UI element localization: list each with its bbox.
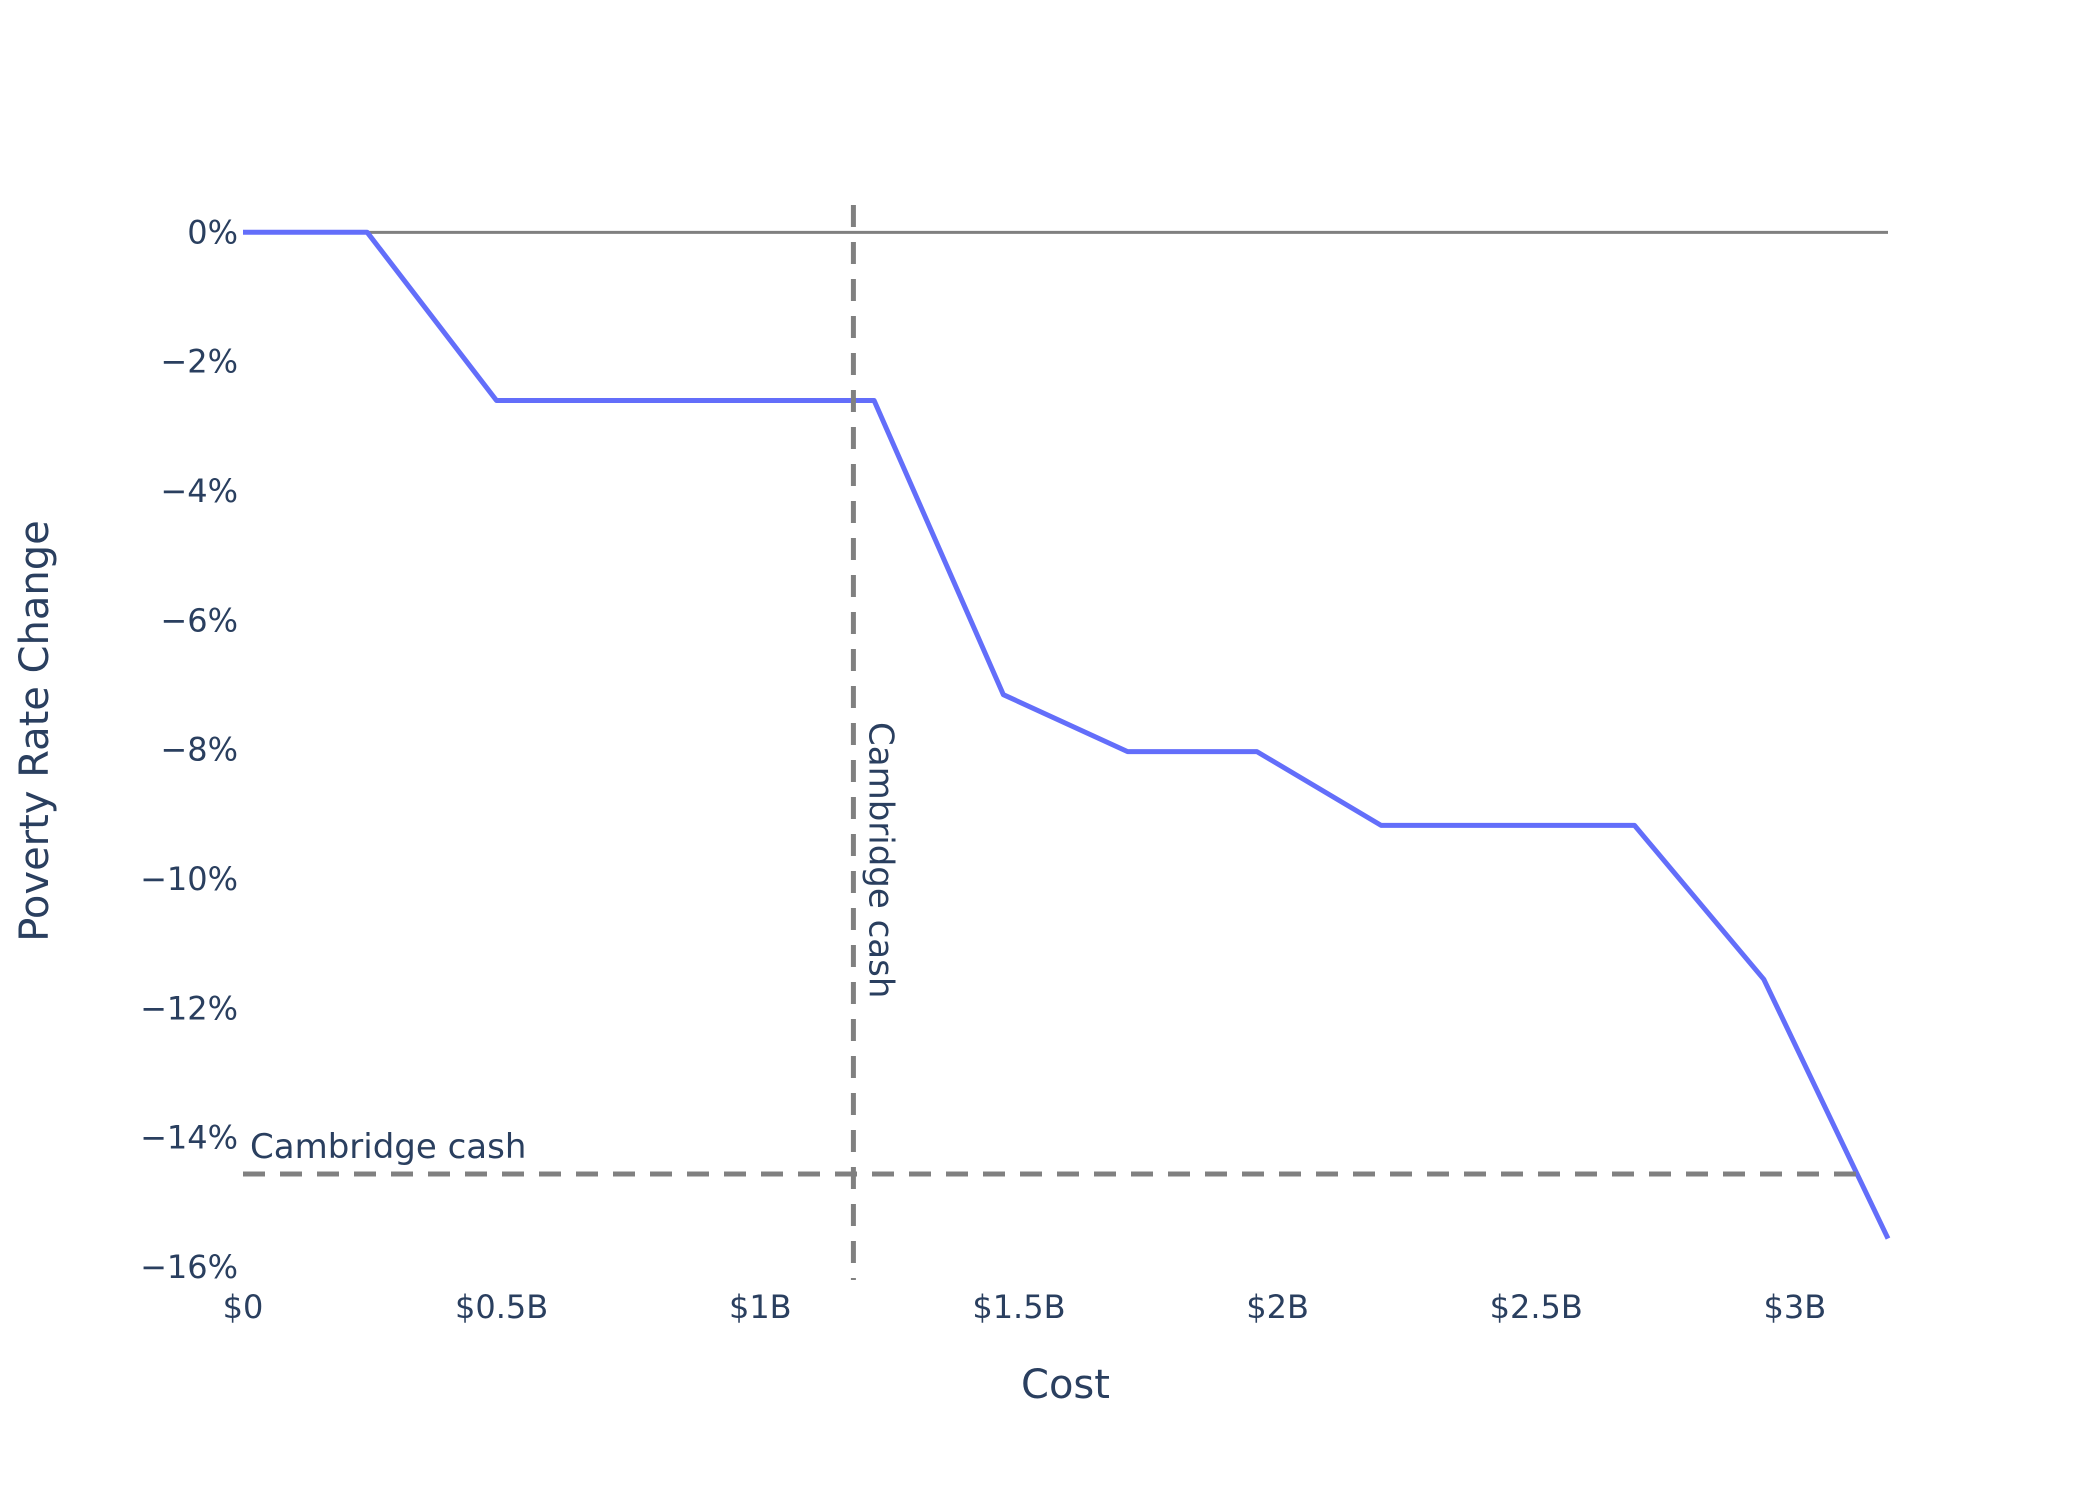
y-tick-label: −2% — [160, 343, 238, 381]
y-tick-label: 0% — [187, 213, 238, 251]
x-tick-label: $2B — [1246, 1288, 1309, 1326]
x-tick-label: $0 — [223, 1288, 264, 1326]
y-tick-label: −8% — [160, 731, 238, 769]
y-tick-label: −16% — [140, 1248, 238, 1286]
y-tick-label: −6% — [160, 601, 238, 639]
y-tick-label: −10% — [140, 860, 238, 898]
y-tick-label: −12% — [140, 989, 238, 1027]
horizontal-reference-label: Cambridge cash — [250, 1127, 526, 1167]
y-tick-label: −4% — [160, 472, 238, 510]
vertical-reference-label: Cambridge cash — [860, 722, 900, 998]
x-axis-ticks: $0 $0.5B $1B $1.5B $2B $2.5B $3B — [223, 1288, 1827, 1326]
y-axis-title: Poverty Rate Change — [12, 520, 58, 942]
series-layer — [243, 229, 1891, 1240]
x-axis-title: Cost — [1021, 1362, 1110, 1408]
x-tick-label: $3B — [1764, 1288, 1827, 1326]
x-tick-label: $1B — [729, 1288, 792, 1326]
x-tick-label: $2.5B — [1490, 1288, 1583, 1326]
y-axis-ticks: 0% −2% −4% −6% −8% −10% −12% −14% −16% — [140, 213, 238, 1286]
x-tick-label: $0.5B — [455, 1288, 548, 1326]
y-tick-label: −14% — [140, 1119, 238, 1157]
x-tick-label: $1.5B — [972, 1288, 1065, 1326]
series-line-0 — [243, 229, 1891, 1240]
reference-line-layer: Cambridge cash Cambridge cash — [243, 205, 1862, 1280]
